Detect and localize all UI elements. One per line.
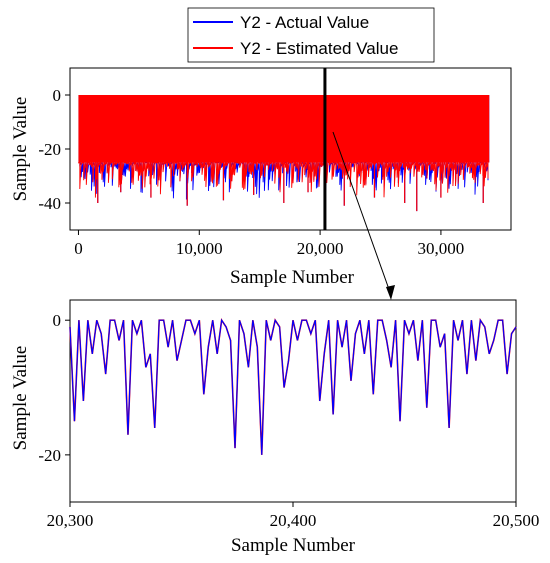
legend: Y2 - Actual Value Y2 - Estimated Value [187,7,435,63]
bottom-y-axis-title: Sample Value [10,346,31,451]
zoom-arrow-line [332,131,392,296]
bottom-x-tick-label: 20,300 [47,511,94,530]
bottom-axis-ticks: 20,300 20,400 20,500 -20 0 [38,311,539,530]
top-x-axis-title: Sample Number [230,267,355,288]
zoom-arrowhead [386,285,395,300]
bottom-x-tick-label: 20,500 [493,511,540,530]
bottom-chart: 20,300 20,400 20,500 -20 0 Sample Number Sam… [10,299,539,556]
top-chart: 0 10,000 20,000 30,000 -40 -20 0 Sample Number… [10,67,512,288]
top-y-tick-label: 0 [53,86,62,105]
bottom-x-axis-title: Sample Number [231,535,356,556]
bottom-x-tick-label: 20,400 [270,511,317,530]
zoom-arrow [332,131,395,300]
top-x-tick-label: 20,000 [297,239,344,258]
top-axis-ticks: 0 10,000 20,000 30,000 -40 -20 0 [38,86,464,258]
top-series-group [78,95,490,212]
top-y-tick-label: -20 [38,140,61,159]
top-series-band-estimated [78,95,490,163]
top-x-tick-label: 30,000 [418,239,465,258]
bottom-y-tick-label: 0 [53,311,62,330]
bottom-y-tick-label: -20 [38,446,61,465]
legend-label-estimated: Y2 - Estimated Value [240,39,398,58]
legend-label-actual: Y2 - Actual Value [240,13,369,32]
top-x-tick-label: 0 [74,239,83,258]
bottom-plot-frame [69,299,517,503]
bottom-series-line-estimated [69,317,517,455]
bottom-series-group [69,317,517,455]
legend-box [187,7,435,63]
top-x-tick-label: 10,000 [176,239,223,258]
bottom-series-line-actual [69,318,517,455]
top-y-tick-label: -40 [38,194,61,213]
top-y-axis-title: Sample Value [10,97,31,202]
